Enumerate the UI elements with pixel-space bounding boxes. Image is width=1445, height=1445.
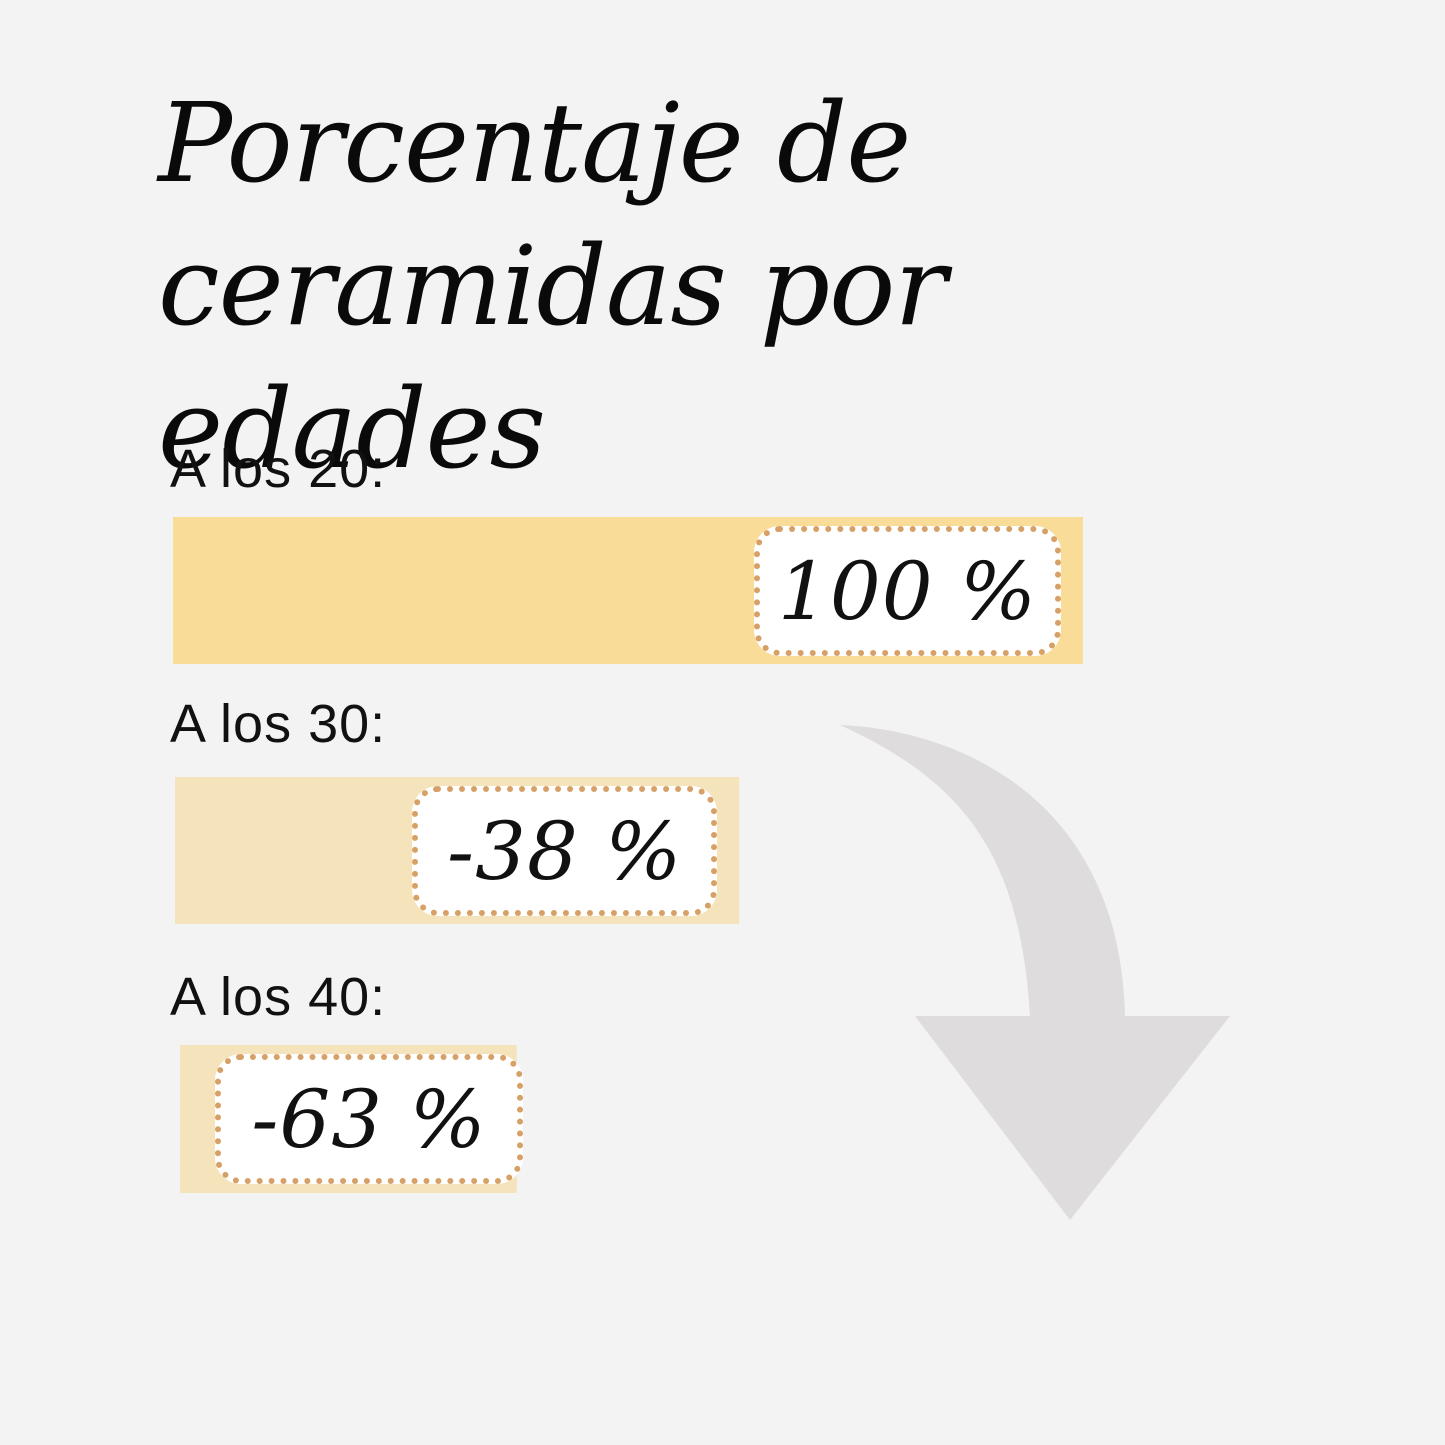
value-label-30: -38 %: [447, 804, 683, 898]
value-badge-20: 100 %: [754, 526, 1061, 656]
value-badge-30: -38 %: [412, 786, 718, 916]
category-label-20: A los 20:: [170, 439, 387, 499]
value-badge-40: -63 %: [215, 1054, 523, 1184]
value-label-40: -63 %: [251, 1072, 487, 1166]
category-label-30: A los 30:: [170, 694, 387, 754]
title-line-1: Porcentaje de: [158, 79, 911, 207]
chart-title: Porcentaje de ceramidas por edades: [158, 72, 1358, 501]
title-line-2: ceramidas por edades: [158, 222, 947, 493]
category-label-40: A los 40:: [170, 967, 387, 1027]
value-label-20: 100 %: [777, 544, 1038, 638]
down-arrow-shape: [840, 725, 1230, 1220]
